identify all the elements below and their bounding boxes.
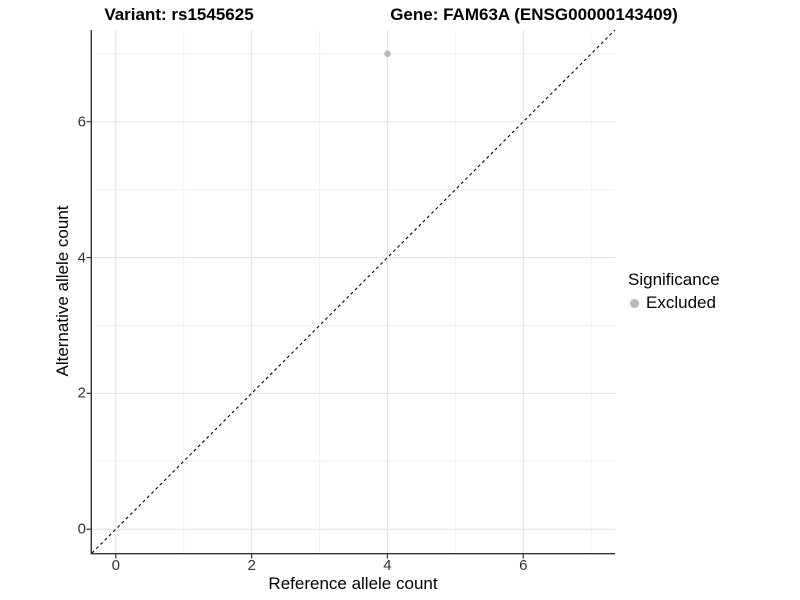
y-tick-label: 2	[77, 384, 86, 402]
x-tick-label: 6	[519, 557, 528, 574]
data-point	[384, 50, 391, 58]
x-tick-label: 0	[111, 557, 120, 574]
y-tick-label: 6	[77, 113, 86, 131]
x-tick-label: 2	[247, 557, 256, 574]
plot-title-variant: Variant: rs1545625	[104, 5, 254, 24]
legend-title: Significance	[628, 270, 720, 289]
legend: Significance Excluded	[628, 270, 720, 313]
y-tick-label: 0	[77, 520, 86, 538]
legend-item-excluded: Excluded	[628, 293, 720, 313]
plot-title-gene: Gene: FAM63A (ENSG00000143409)	[390, 5, 678, 24]
x-axis-title: Reference allele count	[268, 574, 438, 593]
legend-key-dot-icon	[630, 298, 639, 308]
y-axis-title: Alternative allele count	[53, 205, 72, 377]
y-tick-label: 4	[77, 249, 86, 267]
plot-panel	[86, 29, 616, 559]
chart-canvas	[86, 29, 616, 559]
identity-dashed-line	[91, 29, 616, 554]
legend-item-label: Excluded	[646, 293, 716, 312]
x-tick-label: 4	[383, 557, 392, 574]
